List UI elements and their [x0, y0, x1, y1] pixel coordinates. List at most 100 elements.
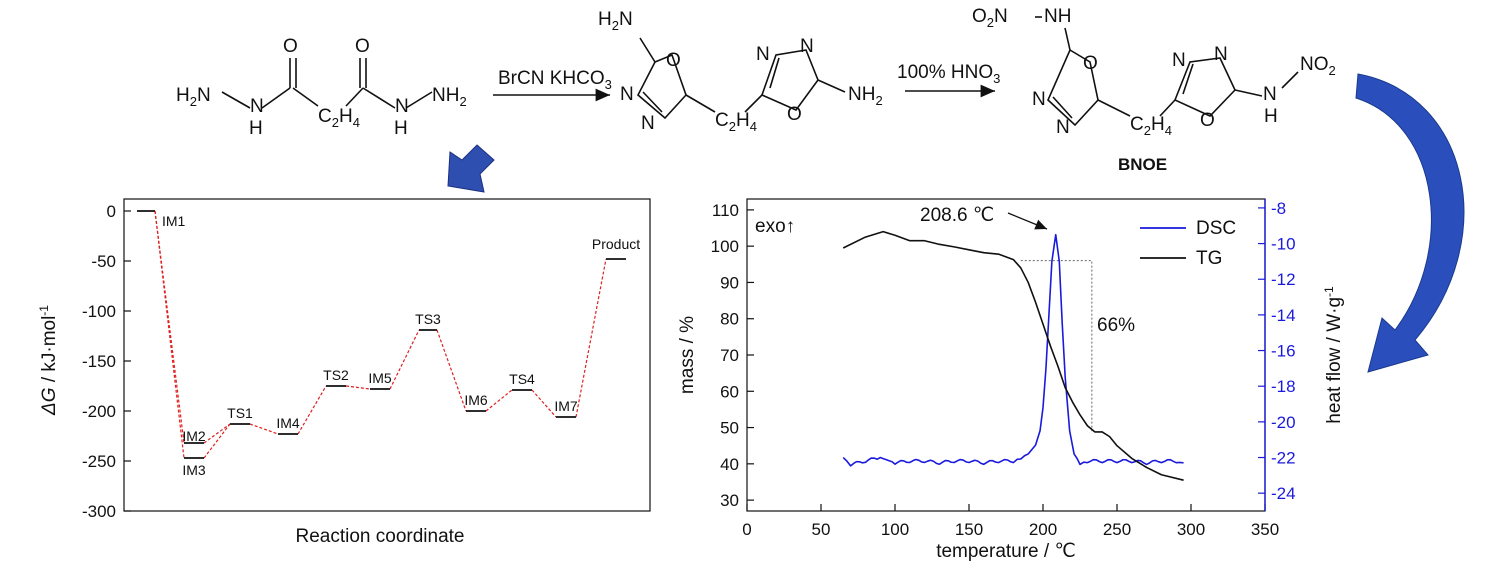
chart1-ytick-label: -150 — [82, 352, 116, 371]
chart2-ylabel: mass / % — [677, 316, 698, 394]
svg-text:N: N — [1032, 89, 1046, 110]
chart2-y2tick-label: -24 — [1271, 484, 1296, 503]
chart2-ytick-label: 80 — [720, 310, 739, 329]
chart2-y2tick-label: -14 — [1271, 306, 1296, 325]
chart1-ytick-label: -200 — [82, 402, 116, 421]
series-tg — [842, 230, 1184, 481]
chart2-xtick-label: 250 — [1103, 520, 1131, 539]
svg-text:C2H4: C2H4 — [318, 106, 360, 130]
svg-text:H: H — [249, 118, 263, 139]
chart2-xtick-label: 100 — [881, 520, 909, 539]
chart2-ytick-label: 60 — [720, 382, 739, 401]
svg-text:N: N — [1172, 50, 1186, 71]
chart2-legend: DSC TG — [1140, 218, 1236, 269]
legend-tg-label: TG — [1196, 248, 1222, 269]
chart1-ytick-label: -250 — [82, 452, 116, 471]
chart2-y2tick-label: -10 — [1271, 235, 1296, 254]
blue-curved-arrow-icon — [1355, 73, 1465, 373]
svg-text:C2H4: C2H4 — [715, 110, 757, 134]
chart2-ytick-label: 40 — [720, 455, 739, 474]
chart1-ytick-label: -300 — [82, 502, 116, 521]
svg-text:N: N — [395, 96, 409, 117]
energy-connector — [389, 329, 420, 390]
level-label: IM6 — [464, 392, 488, 408]
svg-text:NH: NH — [1044, 6, 1071, 27]
svg-text:N: N — [641, 113, 655, 134]
intermediate-diamino-oxadiazole — [636, 37, 846, 120]
chart2-xtick-label: 200 — [1029, 520, 1057, 539]
svg-text:O: O — [355, 36, 370, 57]
svg-text:N: N — [250, 96, 264, 117]
legend-dsc-label: DSC — [1196, 218, 1236, 239]
svg-text:H2N: H2N — [176, 85, 211, 109]
level-label: TS3 — [415, 311, 441, 327]
level-label: IM7 — [554, 398, 578, 414]
chart2-ytick-label: 90 — [720, 273, 739, 292]
mass-loss-annotation: 66% — [1097, 315, 1135, 336]
level-label: TS2 — [323, 367, 349, 383]
svg-text:N: N — [620, 84, 634, 105]
level-label: IM3 — [182, 462, 206, 478]
series-dsc — [842, 233, 1184, 467]
chart2-y2tick-label: -12 — [1271, 270, 1296, 289]
energy-connector — [485, 389, 513, 412]
blue-arrow-down-icon — [447, 144, 495, 193]
level-label: TS4 — [509, 371, 535, 387]
mass-loss-guide — [1020, 260, 1093, 432]
svg-text:O: O — [283, 36, 298, 57]
chart2-xlabel: temperature / ℃ — [936, 541, 1076, 562]
energy-profile-chart: 0 -50 -100 -150 -200 -250 -300 IM1 IM2 IM3 TS1 IM4… — [37, 198, 651, 547]
svg-text:O: O — [1083, 53, 1098, 74]
reactant-hydrazide — [221, 58, 433, 109]
energy-connector — [154, 210, 185, 444]
reaction-scheme — [221, 16, 1299, 127]
svg-text:NO2: NO2 — [1300, 54, 1336, 78]
energy-connector — [154, 210, 185, 459]
level-label: Product — [592, 236, 640, 252]
energy-connector — [297, 385, 327, 435]
chart2-y2tick-label: -8 — [1271, 199, 1286, 218]
svg-text:N: N — [1263, 84, 1277, 105]
svg-text:N: N — [756, 44, 770, 65]
chart2-ytick-label: 50 — [720, 419, 739, 438]
chart2-y2tick-label: -22 — [1271, 449, 1296, 468]
step1-reagent: BrCN KHCO3 — [498, 68, 612, 92]
chart1-xlabel: Reaction coordinate — [296, 526, 465, 547]
energy-connector — [575, 258, 607, 418]
svg-text:O: O — [787, 104, 802, 125]
level-label: IM1 — [162, 213, 186, 229]
svg-text:N: N — [1056, 117, 1070, 138]
level-label: IM5 — [368, 370, 392, 386]
product-bnoe-structure — [1035, 16, 1299, 127]
svg-text:O: O — [666, 50, 681, 71]
energy-connector — [203, 423, 231, 459]
chart1-ytick-label: 0 — [107, 202, 116, 221]
energy-connector — [203, 423, 231, 444]
svg-text:O: O — [1200, 110, 1215, 131]
chart2-xtick-label: 300 — [1177, 520, 1205, 539]
chart2-ytick-label: 100 — [711, 237, 739, 256]
chart2-xtick-label: 0 — [742, 520, 751, 539]
scheme-labels: H2N N H O C2H4 O N H NH2 BrCN KHCO3 H2N … — [176, 6, 1336, 174]
chart2-y2tick-label: -20 — [1271, 413, 1296, 432]
svg-text:N: N — [800, 36, 814, 57]
svg-text:C2H4: C2H4 — [1130, 114, 1172, 138]
svg-text:NH2: NH2 — [848, 84, 883, 108]
chart2-frame — [746, 198, 1266, 512]
chart2-xtick-label: 50 — [812, 520, 831, 539]
chart2-ytick-label: 70 — [720, 346, 739, 365]
chart2-y2tick-label: -16 — [1271, 342, 1296, 361]
svg-text:H2N: H2N — [598, 9, 633, 33]
chart2-xtick-label: 350 — [1251, 520, 1279, 539]
tg-dsc-chart: 0 50 100 150 200 250 300 350 30 40 50 60 70 80 90 100 11… — [677, 198, 1345, 562]
svg-text:N: N — [1214, 44, 1228, 65]
exo-annotation: exo↑ — [755, 216, 795, 237]
svg-text:NH2: NH2 — [432, 85, 467, 109]
svg-text:O2N: O2N — [972, 6, 1008, 30]
chart2-ylabel2: heat flow / W·g-1 — [1322, 286, 1345, 424]
peak-annotation: 208.6 ℃ — [920, 205, 994, 226]
energy-connector — [345, 385, 371, 390]
svg-text:H: H — [394, 118, 408, 139]
chart1-ylabel: ΔG / kJ·mol-1 — [37, 305, 60, 416]
